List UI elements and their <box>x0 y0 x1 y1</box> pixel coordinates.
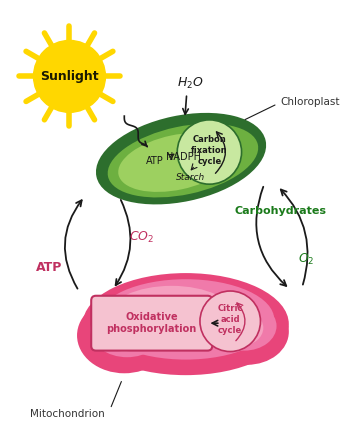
Text: Chloroplast: Chloroplast <box>280 97 340 107</box>
Text: NADPH: NADPH <box>166 152 201 162</box>
Ellipse shape <box>108 286 236 347</box>
Ellipse shape <box>84 274 287 374</box>
Text: Mitochondrion: Mitochondrion <box>30 409 105 419</box>
Circle shape <box>200 291 260 352</box>
Ellipse shape <box>108 123 258 198</box>
Text: Starch: Starch <box>176 173 205 182</box>
Text: Carbohydrates: Carbohydrates <box>234 206 326 216</box>
Ellipse shape <box>206 299 289 365</box>
Text: $O_2$: $O_2$ <box>298 252 314 267</box>
Text: Oxidative
phosphorylation: Oxidative phosphorylation <box>107 312 197 334</box>
FancyBboxPatch shape <box>91 296 212 351</box>
Ellipse shape <box>118 133 234 192</box>
Ellipse shape <box>77 297 172 373</box>
Text: Citric
acid
cycle: Citric acid cycle <box>217 304 243 335</box>
Ellipse shape <box>97 279 274 360</box>
Text: Carbon
fixation
cycle: Carbon fixation cycle <box>191 135 228 166</box>
Text: $CO_2$: $CO_2$ <box>129 230 154 245</box>
Text: Sunlight: Sunlight <box>40 70 99 83</box>
Text: $H_2O$: $H_2O$ <box>177 75 204 91</box>
Text: ATP: ATP <box>35 261 62 274</box>
Ellipse shape <box>90 302 164 357</box>
Ellipse shape <box>97 114 265 203</box>
Ellipse shape <box>218 310 263 346</box>
Circle shape <box>177 120 241 184</box>
Circle shape <box>34 40 105 112</box>
Ellipse shape <box>212 301 276 351</box>
Text: ATP: ATP <box>146 156 163 166</box>
Ellipse shape <box>98 312 150 352</box>
